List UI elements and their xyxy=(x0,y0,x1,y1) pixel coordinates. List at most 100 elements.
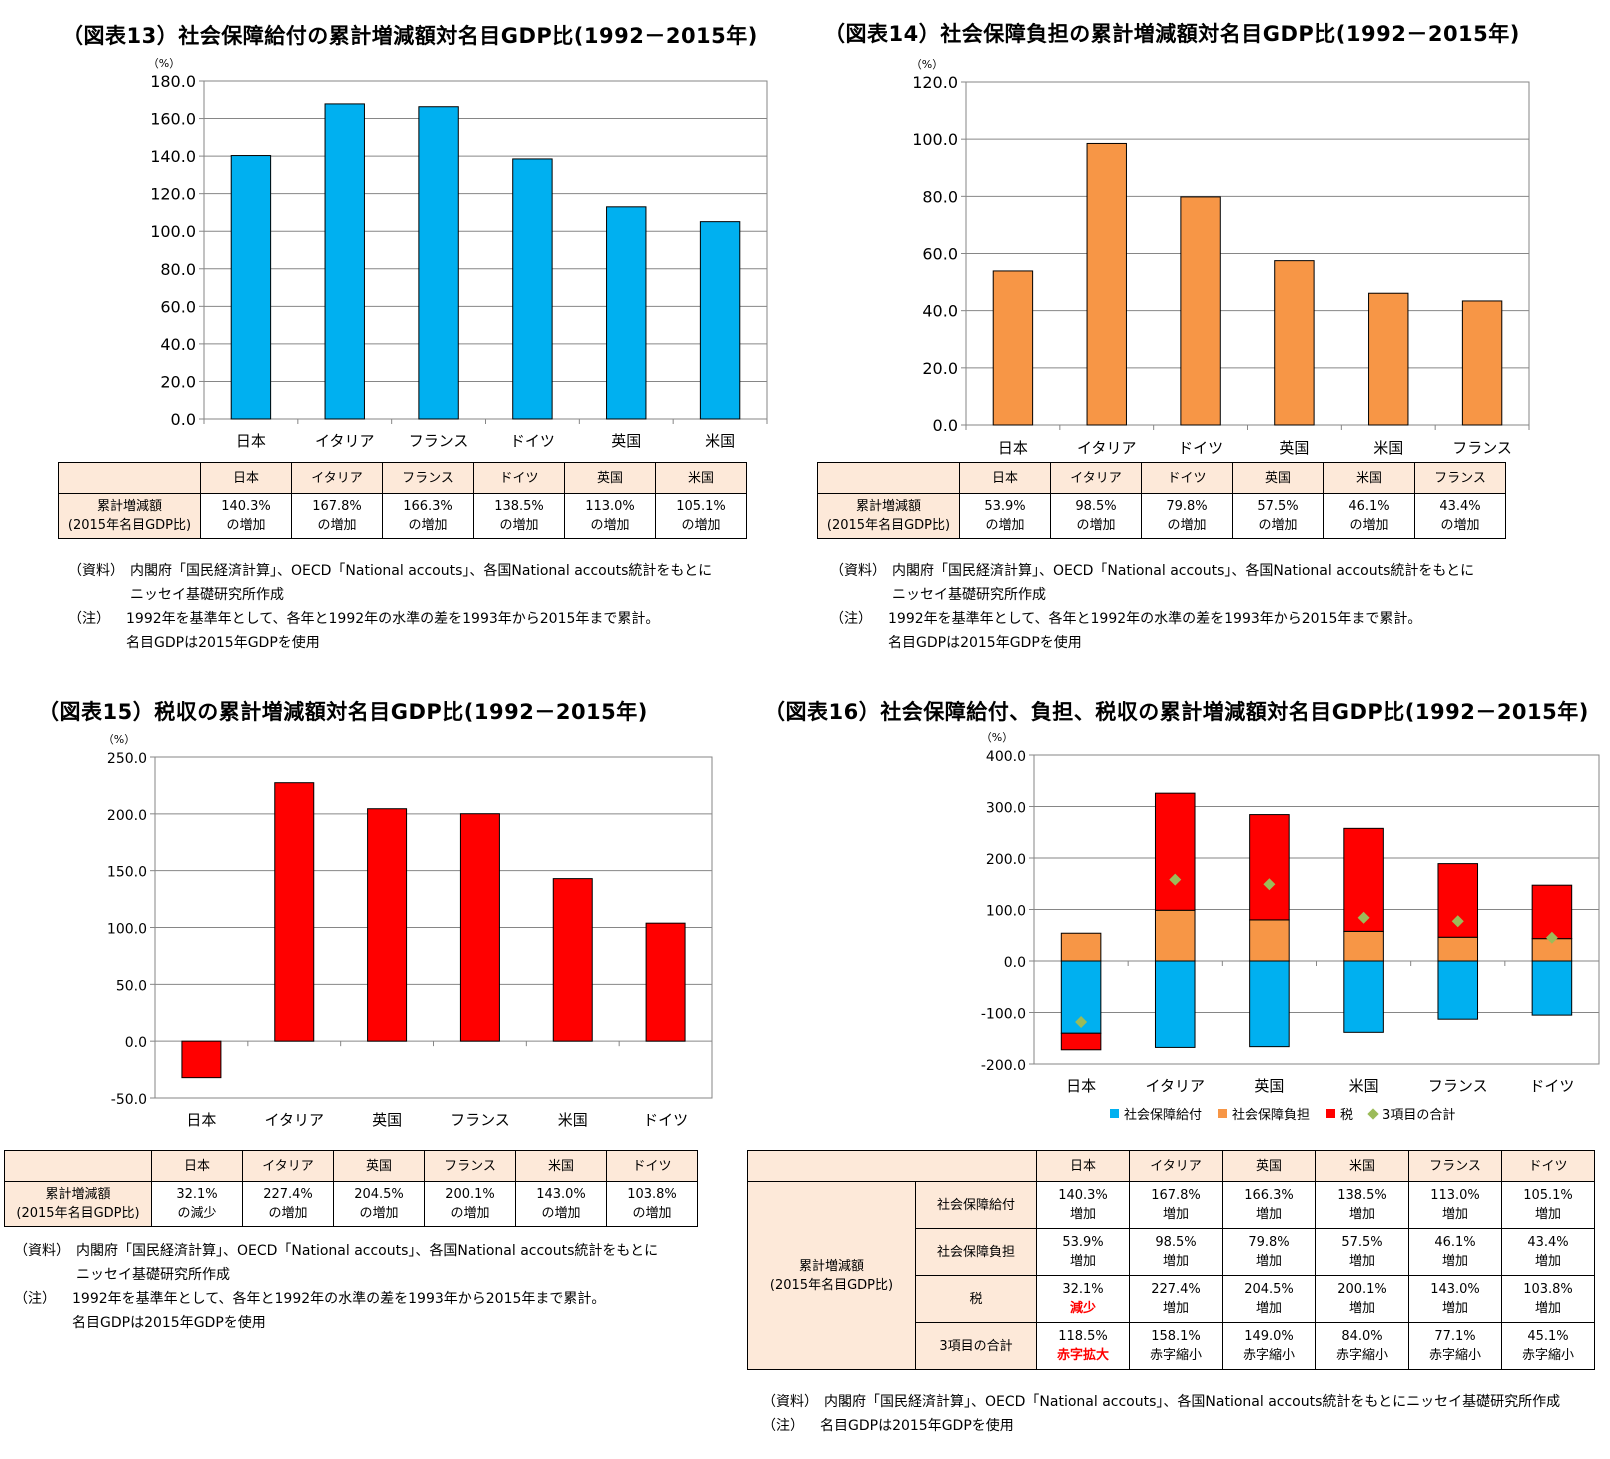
y-tick-label: -50.0 xyxy=(111,1092,147,1108)
fig16-cell: 77.1% 赤字縮小 xyxy=(1408,1322,1502,1370)
legend-diamond-icon xyxy=(1367,1107,1379,1120)
x-category-label: フランス xyxy=(409,432,469,450)
fig13-chart: 0.0 20.0 40.0 60.0 80.0 100.0 120.0 140.0 160.0 1… xyxy=(148,57,768,450)
fig15-row-label: 累計増減額 (2015年名目GDP比) xyxy=(4,1181,152,1227)
legend-item: 3項目の合計 xyxy=(1367,1104,1455,1123)
fig16-cell: 149.0% 赤字縮小 xyxy=(1222,1322,1316,1370)
y-unit-label: （%） xyxy=(911,58,943,71)
fig16-col: フランス xyxy=(1408,1150,1502,1182)
bar-segment xyxy=(1154,960,1196,1048)
y-tick-label: 180.0 xyxy=(150,72,196,91)
y-tick-label: 50.0 xyxy=(116,978,147,994)
fig14-row-label: 累計増減額 (2015年名目GDP比) xyxy=(817,493,960,539)
x-category-label: 英国 xyxy=(1254,1077,1284,1095)
x-category-label: ドイツ xyxy=(643,1111,688,1129)
fig14-col: 英国 xyxy=(1232,462,1324,494)
fig16-cell: 118.5% 赤字拡大 xyxy=(1036,1322,1130,1370)
total-marker xyxy=(1263,878,1276,891)
bar-segment xyxy=(1154,909,1196,962)
total-marker xyxy=(1357,911,1370,924)
plot-area xyxy=(203,80,768,420)
fig14-cell: 53.9% の増加 xyxy=(959,493,1051,539)
fig15-notes: （資料） 内閣府「国民経済計算」、OECD「National accouts」、各… xyxy=(14,1243,659,1331)
bar xyxy=(1274,260,1315,426)
y-unit-label: （%） xyxy=(148,57,180,70)
fig16-cell: 166.3% 増加 xyxy=(1222,1181,1316,1229)
fig16-row-label: 3項目の合計 xyxy=(915,1322,1037,1370)
bar-segment xyxy=(1249,814,1290,921)
x-category-label: 日本 xyxy=(236,432,266,450)
fig16-cell: 105.1% 増加 xyxy=(1501,1181,1595,1229)
fig14-cell: 46.1% の増加 xyxy=(1323,493,1415,539)
bar-segment xyxy=(1249,960,1290,1048)
fig13-cell: 167.8% の増加 xyxy=(291,493,383,539)
y-tick-label: 60.0 xyxy=(160,297,196,316)
fig16-legend: 社会保障給付 社会保障負担 税 3項目の合計 xyxy=(1110,1104,1455,1123)
y-tick-label: 0.0 xyxy=(933,416,958,435)
total-marker xyxy=(1075,1016,1088,1029)
fig16-cell: 57.5% 増加 xyxy=(1315,1228,1409,1276)
bar-segment xyxy=(1531,884,1573,940)
fig15-col: 日本 xyxy=(151,1150,243,1182)
x-category-label: 米国 xyxy=(705,432,735,450)
y-tick-label: 60.0 xyxy=(922,245,958,264)
x-category-label: 英国 xyxy=(611,432,641,450)
legend-item: 社会保障負担 xyxy=(1218,1104,1310,1123)
bar-segment xyxy=(1343,930,1384,962)
bar xyxy=(181,1040,222,1079)
bar xyxy=(324,103,365,420)
fig13-cell: 166.3% の増加 xyxy=(382,493,474,539)
fig16-cell: 32.1% 減少 xyxy=(1036,1275,1130,1323)
x-category-label: ドイツ xyxy=(510,432,555,450)
fig14-table: 日本 イタリア ドイツ 英国 米国 フランス 累計増減額 (2015年名目GDP比… xyxy=(817,462,1506,539)
fig16-col: 日本 xyxy=(1036,1150,1130,1182)
x-category-label: 米国 xyxy=(1373,439,1403,457)
y-tick-label: 200.0 xyxy=(107,808,147,824)
fig13-col: 日本 xyxy=(200,462,292,494)
fig16-cell: 140.3% 増加 xyxy=(1036,1181,1130,1229)
fig15-col: イタリア xyxy=(242,1150,334,1182)
y-tick-label: 100.0 xyxy=(986,904,1026,920)
fig16-cell: 143.0% 増加 xyxy=(1408,1275,1502,1323)
fig14-col: 米国 xyxy=(1323,462,1415,494)
fig16-cell: 84.0% 赤字縮小 xyxy=(1315,1322,1409,1370)
fig15-title: （図表15）税収の累計増減額対名目GDP比(1992－2015年) xyxy=(38,700,648,724)
fig13-title: （図表13）社会保障給付の累計増減額対名目GDP比(1992－2015年) xyxy=(62,24,758,48)
y-unit-label: （%） xyxy=(981,731,1013,744)
bar xyxy=(1180,196,1221,426)
fig16-title: （図表16）社会保障給付、負担、税収の累計増減額対名目GDP比(1992－201… xyxy=(764,700,1589,724)
bar xyxy=(1368,292,1409,426)
bar-segment xyxy=(1531,960,1573,1016)
x-category-label: 英国 xyxy=(1279,439,1309,457)
fig16-cell: 43.4% 増加 xyxy=(1501,1228,1595,1276)
fig15-cell: 227.4% の増加 xyxy=(242,1181,334,1227)
fig13-notes: （資料） 内閣府「国民経済計算」、OECD「National accouts」、各… xyxy=(68,563,713,651)
fig15-col: ドイツ xyxy=(606,1150,698,1182)
fig16-cell: 204.5% 増加 xyxy=(1222,1275,1316,1323)
y-tick-label: 80.0 xyxy=(922,187,958,206)
legend-item: 社会保障給付 xyxy=(1110,1104,1202,1123)
x-category-label: イタリア xyxy=(315,432,374,450)
fig16-cell: 45.1% 赤字縮小 xyxy=(1501,1322,1595,1370)
x-category-label: イタリア xyxy=(1077,439,1136,457)
fig16-row-label: 社会保障負担 xyxy=(915,1228,1037,1276)
fig13-cell: 140.3% の増加 xyxy=(200,493,292,539)
y-tick-label: -200.0 xyxy=(981,1058,1026,1074)
fig13-row-label: 累計増減額 (2015年名目GDP比) xyxy=(58,493,201,539)
bar xyxy=(459,813,500,1042)
legend-item: 税 xyxy=(1326,1104,1353,1123)
y-tick-label: 400.0 xyxy=(986,749,1026,765)
x-category-label: 米国 xyxy=(1349,1077,1379,1095)
bar xyxy=(699,221,741,420)
total-marker xyxy=(1169,873,1182,886)
x-category-label: ドイツ xyxy=(1529,1077,1574,1095)
fig15-table-corner xyxy=(4,1150,152,1182)
bar xyxy=(1461,300,1503,426)
y-tick-label: 100.0 xyxy=(150,222,196,241)
fig16-notes: （資料） 内閣府「国民経済計算」、OECD「National accouts」、各… xyxy=(762,1394,1561,1434)
bar xyxy=(992,270,1034,426)
fig16-col: ドイツ xyxy=(1501,1150,1595,1182)
fig16-chart: -200.0 -100.0 0.0 100.0 200.0 300.0 400.0 （%） 日本… xyxy=(981,731,1600,1095)
bar-segment xyxy=(1060,932,1102,962)
fig16-cell: 158.1% 赤字縮小 xyxy=(1129,1322,1223,1370)
